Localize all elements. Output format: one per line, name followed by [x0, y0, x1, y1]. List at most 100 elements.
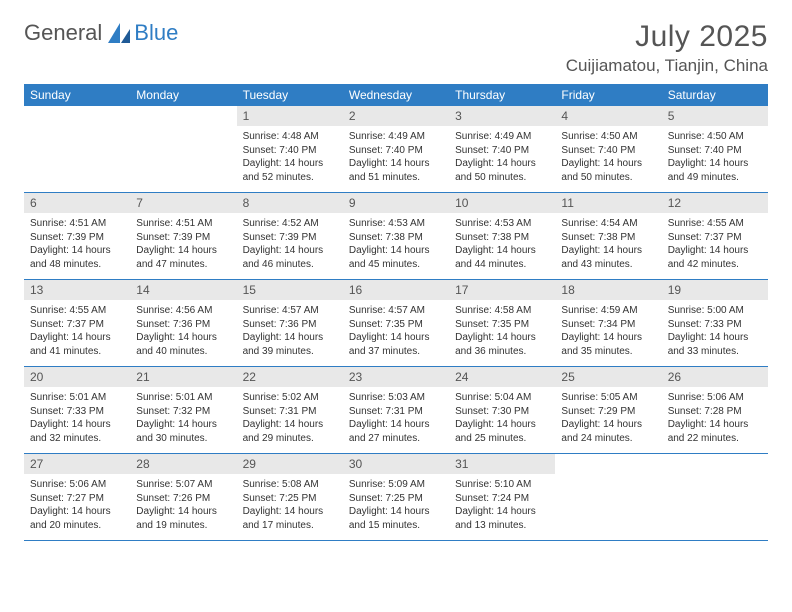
day-body: Sunrise: 4:52 AMSunset: 7:39 PMDaylight:…: [237, 213, 343, 279]
calendar-cell: 9 Sunrise: 4:53 AMSunset: 7:38 PMDaylight…: [343, 193, 449, 280]
daylight-line: Daylight: 14 hours and 29 minutes.: [243, 418, 337, 445]
title-block: July 2025 Cuijiamatou, Tianjin, China: [566, 20, 768, 76]
sunrise-line: Sunrise: 4:50 AM: [668, 130, 762, 144]
daylight-line: Daylight: 14 hours and 39 minutes.: [243, 331, 337, 358]
calendar-cell: 1Sunrise: 4:48 AMSunset: 7:40 PMDaylight…: [237, 106, 343, 193]
calendar-row: 1 Sunrise: 4:48 AM Sunset: 7:40 PM Daylight…: [24, 106, 768, 193]
daylight-line: Daylight: 14 hours and 44 minutes.: [455, 244, 549, 271]
day-number: 9: [343, 193, 449, 213]
day-body: Sunrise: 4:51 AMSunset: 7:39 PMDaylight:…: [24, 213, 130, 279]
sunrise-line: Sunrise: 5:02 AM: [243, 391, 337, 405]
sunrise-line: Sunrise: 4:53 AM: [349, 217, 443, 231]
day-body: Sunrise: 5:04 AMSunset: 7:30 PMDaylight:…: [449, 387, 555, 453]
location-text: Cuijiamatou, Tianjin, China: [566, 56, 768, 76]
day-body: Sunrise: 5:00 AMSunset: 7:33 PMDaylight:…: [662, 300, 768, 366]
sunset-line: Sunset: 7:25 PM: [349, 492, 443, 506]
day-number: 5: [662, 106, 768, 126]
sunrise-line: Sunrise: 5:07 AM: [136, 478, 230, 492]
calendar-cell: 20Sunrise: 5:01 AMSunset: 7:33 PMDayligh…: [24, 367, 130, 454]
calendar-row: 13Sunrise: 4:55 AMSunset: 7:37 PMDayligh…: [24, 280, 768, 367]
sunset-line: Sunset: 7:38 PM: [349, 231, 443, 245]
weekday-header: Monday: [130, 84, 236, 106]
sunrise-line: Sunrise: 4:55 AM: [668, 217, 762, 231]
daylight-line: Daylight: 14 hours and 51 minutes.: [349, 157, 443, 184]
sunset-line: Sunset: 7:33 PM: [30, 405, 124, 419]
day-number: 21: [130, 367, 236, 387]
calendar-cell: 13Sunrise: 4:55 AMSunset: 7:37 PMDayligh…: [24, 280, 130, 367]
calendar-cell: 27Sunrise: 5:06 AMSunset: 7:27 PMDayligh…: [24, 454, 130, 541]
sunset-line: Sunset: 7:31 PM: [349, 405, 443, 419]
sunrise-line: Sunrise: 4:57 AM: [349, 304, 443, 318]
day-body: Sunrise: 4:51 AMSunset: 7:39 PMDaylight:…: [130, 213, 236, 279]
sunset-line: Sunset: 7:35 PM: [349, 318, 443, 332]
sunrise-line: Sunrise: 5:09 AM: [349, 478, 443, 492]
day-number: 7: [130, 193, 236, 213]
day-body: Sunrise: 4:57 AMSunset: 7:36 PMDaylight:…: [237, 300, 343, 366]
day-number: 1: [237, 106, 343, 126]
calendar-cell: 25Sunrise: 5:05 AMSunset: 7:29 PMDayligh…: [555, 367, 661, 454]
sunrise-line: Sunrise: 4:48 AM: [243, 130, 337, 144]
day-body: Sunrise: 5:09 AMSunset: 7:25 PMDaylight:…: [343, 474, 449, 540]
calendar-cell: [662, 454, 768, 541]
calendar-cell: 23Sunrise: 5:03 AMSunset: 7:31 PMDayligh…: [343, 367, 449, 454]
daylight-line: Daylight: 14 hours and 36 minutes.: [455, 331, 549, 358]
calendar-cell: 6Sunrise: 4:51 AMSunset: 7:39 PMDaylight…: [24, 193, 130, 280]
day-number: 15: [237, 280, 343, 300]
calendar-cell: 12 Sunrise: 4:55 AMSunset: 7:37 PMDayligh…: [662, 193, 768, 280]
calendar-cell: 31Sunrise: 5:10 AMSunset: 7:24 PMDayligh…: [449, 454, 555, 541]
daylight-line: Daylight: 14 hours and 19 minutes.: [136, 505, 230, 532]
sunrise-line: Sunrise: 4:55 AM: [30, 304, 124, 318]
sunset-line: Sunset: 7:37 PM: [30, 318, 124, 332]
calendar-cell: 22Sunrise: 5:02 AMSunset: 7:31 PMDayligh…: [237, 367, 343, 454]
sunrise-line: Sunrise: 5:08 AM: [243, 478, 337, 492]
day-number: 16: [343, 280, 449, 300]
daylight-line: Daylight: 14 hours and 43 minutes.: [561, 244, 655, 271]
sunset-line: Sunset: 7:29 PM: [561, 405, 655, 419]
sunrise-line: Sunrise: 4:57 AM: [243, 304, 337, 318]
day-body: Sunrise: 4:57 AMSunset: 7:35 PMDaylight:…: [343, 300, 449, 366]
weekday-header-row: SundayMondayTuesdayWednesdayThursdayFrid…: [24, 84, 768, 106]
day-body: Sunrise: 4:55 AMSunset: 7:37 PMDaylight:…: [24, 300, 130, 366]
day-number: 25: [555, 367, 661, 387]
sunrise-line: Sunrise: 4:51 AM: [136, 217, 230, 231]
day-number: 3: [449, 106, 555, 126]
month-title: July 2025: [566, 20, 768, 54]
sunset-line: Sunset: 7:32 PM: [136, 405, 230, 419]
sunset-line: Sunset: 7:38 PM: [561, 231, 655, 245]
daylight-line: Daylight: 14 hours and 45 minutes.: [349, 244, 443, 271]
day-body: Sunrise: 4:56 AMSunset: 7:36 PMDaylight:…: [130, 300, 236, 366]
day-number: 12: [662, 193, 768, 213]
calendar-cell: 21Sunrise: 5:01 AMSunset: 7:32 PMDayligh…: [130, 367, 236, 454]
sunset-line: Sunset: 7:34 PM: [561, 318, 655, 332]
day-body: Sunrise: 4:59 AMSunset: 7:34 PMDaylight:…: [555, 300, 661, 366]
daylight-line: Daylight: 14 hours and 22 minutes.: [668, 418, 762, 445]
day-body: Sunrise: 5:08 AMSunset: 7:25 PMDaylight:…: [237, 474, 343, 540]
calendar-cell: 8Sunrise: 4:52 AMSunset: 7:39 PMDaylight…: [237, 193, 343, 280]
calendar-cell: 5Sunrise: 4:50 AMSunset: 7:40 PMDaylight…: [662, 106, 768, 193]
calendar-cell: 14Sunrise: 4:56 AMSunset: 7:36 PMDayligh…: [130, 280, 236, 367]
daylight-line: Daylight: 14 hours and 30 minutes.: [136, 418, 230, 445]
calendar-cell: 24Sunrise: 5:04 AMSunset: 7:30 PMDayligh…: [449, 367, 555, 454]
daylight-line: Daylight: 14 hours and 46 minutes.: [243, 244, 337, 271]
daylight-line: Daylight: 14 hours and 35 minutes.: [561, 331, 655, 358]
sunset-line: Sunset: 7:39 PM: [243, 231, 337, 245]
sunset-line: Sunset: 7:40 PM: [561, 144, 655, 158]
sunset-line: Sunset: 7:27 PM: [30, 492, 124, 506]
sunrise-line: Sunrise: 5:03 AM: [349, 391, 443, 405]
calendar-cell: 11Sunrise: 4:54 AMSunset: 7:38 PMDayligh…: [555, 193, 661, 280]
calendar-cell: 16Sunrise: 4:57 AMSunset: 7:35 PMDayligh…: [343, 280, 449, 367]
sunrise-line: Sunrise: 5:00 AM: [668, 304, 762, 318]
calendar-cell: 26Sunrise: 5:06 AMSunset: 7:28 PMDayligh…: [662, 367, 768, 454]
weekday-header: Saturday: [662, 84, 768, 106]
daylight-line: Daylight: 14 hours and 25 minutes.: [455, 418, 549, 445]
sunrise-line: Sunrise: 4:49 AM: [349, 130, 443, 144]
sunset-line: Sunset: 7:37 PM: [668, 231, 762, 245]
daylight-line: Daylight: 14 hours and 42 minutes.: [668, 244, 762, 271]
daylight-line: Daylight: 14 hours and 20 minutes.: [30, 505, 124, 532]
calendar-cell: 28Sunrise: 5:07 AMSunset: 7:26 PMDayligh…: [130, 454, 236, 541]
calendar-cell: [555, 454, 661, 541]
calendar-row: 20Sunrise: 5:01 AMSunset: 7:33 PMDayligh…: [24, 367, 768, 454]
calendar-cell: 4Sunrise: 4:50 AMSunset: 7:40 PMDaylight…: [555, 106, 661, 193]
calendar-cell: 3Sunrise: 4:49 AMSunset: 7:40 PMDaylight…: [449, 106, 555, 193]
day-body: Sunrise: 4:58 AMSunset: 7:35 PMDaylight:…: [449, 300, 555, 366]
